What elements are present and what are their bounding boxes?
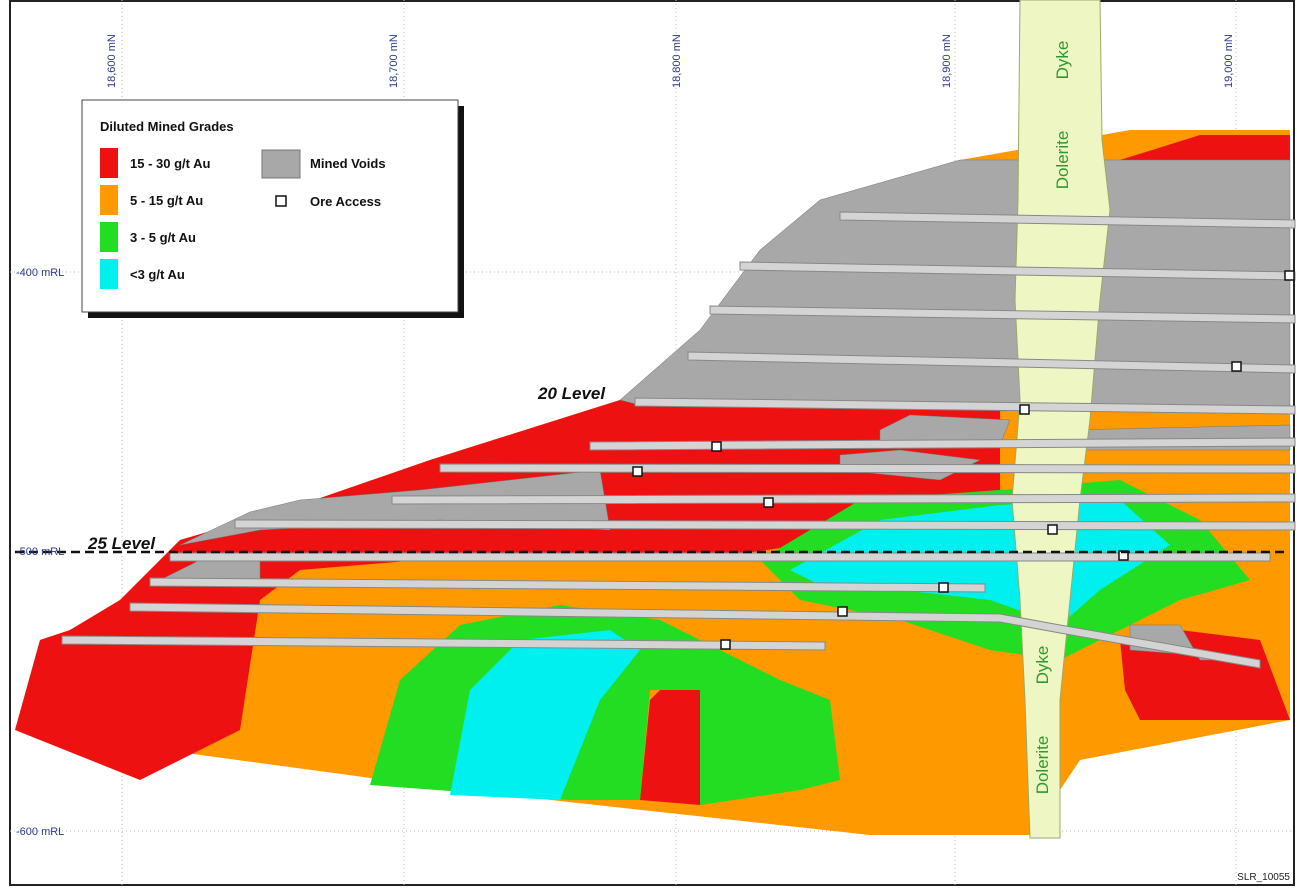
elevation-label: -600 mRL bbox=[16, 826, 64, 838]
level-label: 20 Level bbox=[537, 384, 606, 403]
dyke-rock: Dolerite bbox=[1053, 131, 1072, 190]
legend-item: 3 - 5 g/t Au bbox=[130, 230, 196, 245]
legend-item: <3 g/t Au bbox=[130, 267, 185, 282]
easting-label: 18,600 mN bbox=[106, 34, 118, 88]
easting-label: 18,900 mN bbox=[941, 34, 953, 88]
legend-item: Ore Access bbox=[310, 194, 381, 209]
legend-item: 5 - 15 g/t Au bbox=[130, 193, 203, 208]
axis-labels: 18,600 mN 18,700 mN 18,800 mN 18,900 mN … bbox=[16, 34, 1235, 838]
level-label: 25 Level bbox=[87, 534, 156, 553]
legend-item: Mined Voids bbox=[310, 156, 386, 171]
legend: Diluted Mined Grades 15 - 30 g/t Au 5 - … bbox=[81, 99, 464, 318]
figure-id: SLR_10055 bbox=[1237, 872, 1290, 883]
dyke-name: Dyke bbox=[1033, 646, 1052, 685]
legend-title: Diluted Mined Grades bbox=[100, 119, 234, 134]
easting-label: 18,800 mN bbox=[671, 34, 683, 88]
drifts bbox=[61, 211, 1296, 669]
easting-label: 19,000 mN bbox=[1223, 34, 1235, 88]
elevation-label: -400 mRL bbox=[16, 267, 64, 279]
legend-item: 15 - 30 g/t Au bbox=[130, 156, 210, 171]
elevation-label: -500 mRL bbox=[16, 546, 64, 558]
easting-label: 18,700 mN bbox=[388, 34, 400, 88]
dyke-rock: Dolerite bbox=[1033, 736, 1052, 795]
dyke-name: Dyke bbox=[1053, 41, 1072, 80]
